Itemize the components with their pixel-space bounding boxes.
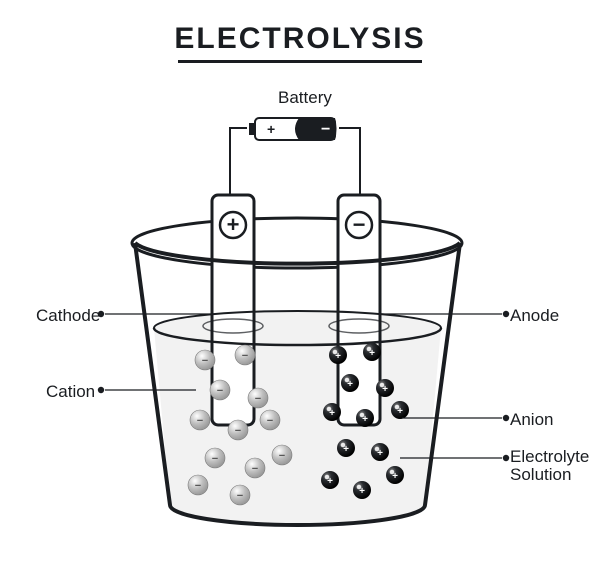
svg-text:+: +	[347, 379, 353, 390]
svg-text:−: −	[217, 385, 223, 397]
svg-text:−: −	[279, 450, 285, 462]
svg-text:+: +	[362, 414, 368, 425]
svg-text:−: −	[235, 425, 241, 437]
anode-label: Anode	[510, 306, 559, 326]
svg-text:+: +	[377, 448, 383, 459]
svg-text:+: +	[397, 406, 403, 417]
battery-label: Battery	[278, 88, 332, 108]
svg-text:+: +	[335, 351, 341, 362]
cation-label: Cation	[46, 382, 95, 402]
svg-text:−: −	[212, 453, 218, 465]
svg-text:−: −	[353, 212, 366, 237]
svg-text:−: −	[195, 480, 201, 492]
svg-text:−: −	[255, 393, 261, 405]
svg-text:−: −	[267, 415, 273, 427]
svg-text:+: +	[329, 408, 335, 419]
svg-text:+: +	[392, 471, 398, 482]
svg-text:+: +	[267, 121, 275, 137]
svg-text:+: +	[359, 486, 365, 497]
svg-text:−: −	[321, 121, 330, 138]
svg-text:+: +	[382, 384, 388, 395]
svg-text:+: +	[369, 348, 375, 359]
svg-text:+: +	[227, 212, 240, 237]
svg-text:−: −	[252, 463, 258, 475]
anion-label: Anion	[510, 410, 553, 430]
svg-text:−: −	[237, 490, 243, 502]
svg-text:+: +	[327, 476, 333, 487]
svg-text:−: −	[197, 415, 203, 427]
solution-label: Electrolyte Solution	[510, 448, 600, 484]
svg-text:+: +	[343, 444, 349, 455]
svg-text:−: −	[242, 350, 248, 362]
svg-text:−: −	[202, 355, 208, 367]
cathode-label: Cathode	[36, 306, 100, 326]
